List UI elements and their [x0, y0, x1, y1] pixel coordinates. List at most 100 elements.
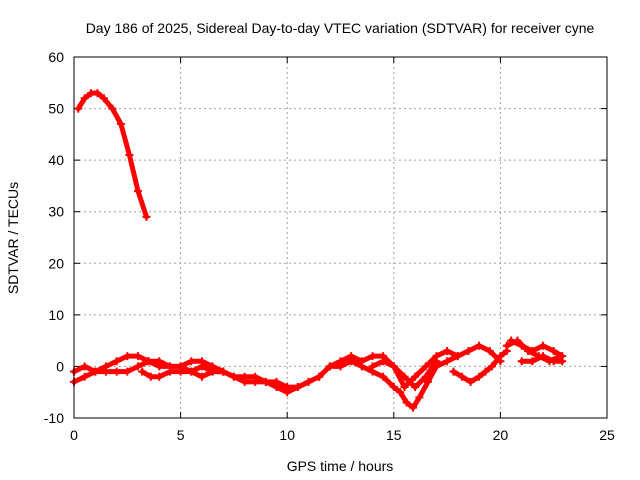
- data-point: [466, 377, 475, 386]
- data-point: [496, 352, 505, 361]
- data-point: [423, 377, 432, 386]
- y-tick-label: 40: [48, 152, 64, 168]
- data-point: [464, 346, 473, 355]
- y-tick-label: -10: [44, 410, 64, 426]
- x-tick-label: 0: [70, 427, 78, 443]
- data-point: [138, 367, 147, 376]
- data-point: [379, 372, 388, 381]
- data-point: [408, 403, 417, 412]
- y-tick-labels: -10 0 10 20 30 40 50 60: [44, 49, 64, 426]
- data-point: [240, 377, 249, 386]
- data-point: [400, 372, 409, 381]
- data-point: [146, 372, 155, 381]
- data-point: [347, 357, 356, 366]
- data-point: [208, 367, 217, 376]
- data-point: [283, 388, 292, 397]
- y-axis-label: SDTVAR / TECUs: [5, 182, 21, 294]
- data-point: [165, 367, 174, 376]
- data-point: [116, 120, 125, 129]
- x-tick-labels: 0 5 10 15 20 25: [70, 427, 615, 443]
- data-point: [475, 372, 484, 381]
- data-point: [80, 372, 89, 381]
- data-point: [449, 367, 458, 376]
- data-point: [325, 362, 334, 371]
- data-point: [176, 367, 185, 376]
- data-point: [315, 372, 324, 381]
- data-point: [93, 89, 102, 98]
- data-point: [443, 357, 452, 366]
- data-point: [389, 383, 398, 392]
- data-point: [402, 398, 411, 407]
- data-point: [293, 383, 302, 392]
- x-tick-label: 25: [599, 427, 615, 443]
- data-point: [101, 367, 110, 376]
- data-point: [108, 104, 117, 113]
- data-point: [415, 393, 424, 402]
- data-point: [400, 383, 409, 392]
- data-point: [123, 367, 132, 376]
- data-point: [261, 377, 270, 386]
- data-point: [272, 383, 281, 392]
- data-point: [539, 341, 548, 350]
- data-point: [524, 346, 533, 355]
- data-point: [142, 212, 151, 221]
- chart-title: Day 186 of 2025, Sidereal Day-to-day VTE…: [86, 20, 595, 36]
- x-axis-label: GPS time / hours: [287, 458, 394, 474]
- data-point: [411, 383, 420, 392]
- data-point: [379, 357, 388, 366]
- data-point: [485, 346, 494, 355]
- data-point: [187, 367, 196, 376]
- data-point: [539, 352, 548, 361]
- data-point: [421, 362, 430, 371]
- data-point: [251, 377, 260, 386]
- data-point: [556, 352, 565, 361]
- data-point: [133, 362, 142, 371]
- y-tick-label: 60: [48, 49, 64, 65]
- data-point: [357, 362, 366, 371]
- data-point: [133, 187, 142, 196]
- data-point: [144, 357, 153, 366]
- data-point: [487, 362, 496, 371]
- y-tick-label: 0: [56, 358, 64, 374]
- data-point: [502, 341, 511, 350]
- data-point: [453, 352, 462, 361]
- data-point: [421, 372, 430, 381]
- data-point: [112, 367, 121, 376]
- data-point: [336, 362, 345, 371]
- data-point: [304, 377, 313, 386]
- data-point: [368, 362, 377, 371]
- x-tick-label: 20: [493, 427, 509, 443]
- data-point: [219, 367, 228, 376]
- data-point: [155, 372, 164, 381]
- series-group: [70, 89, 567, 412]
- data-point: [481, 367, 490, 376]
- data-point: [411, 372, 420, 381]
- data-point: [558, 357, 567, 366]
- x-tick-label: 15: [386, 427, 402, 443]
- data-point: [549, 346, 558, 355]
- data-point: [99, 94, 108, 103]
- data-point: [80, 362, 89, 371]
- data-point: [432, 357, 441, 366]
- data-point: [443, 346, 452, 355]
- plot-frame: [73, 56, 608, 419]
- data-point: [528, 357, 537, 366]
- data-point: [91, 367, 100, 376]
- data-point: [396, 388, 405, 397]
- data-point: [368, 352, 377, 361]
- data-point: [549, 357, 558, 366]
- data-point: [197, 357, 206, 366]
- data-point: [125, 150, 134, 159]
- data-point: [389, 362, 398, 371]
- data-point: [80, 94, 89, 103]
- data-point: [513, 336, 522, 345]
- data-point: [197, 372, 206, 381]
- data-point: [187, 357, 196, 366]
- y-tick-label: 30: [48, 204, 64, 220]
- data-point: [74, 104, 83, 113]
- data-point: [133, 352, 142, 361]
- data-point: [458, 372, 467, 381]
- data-point: [229, 372, 238, 381]
